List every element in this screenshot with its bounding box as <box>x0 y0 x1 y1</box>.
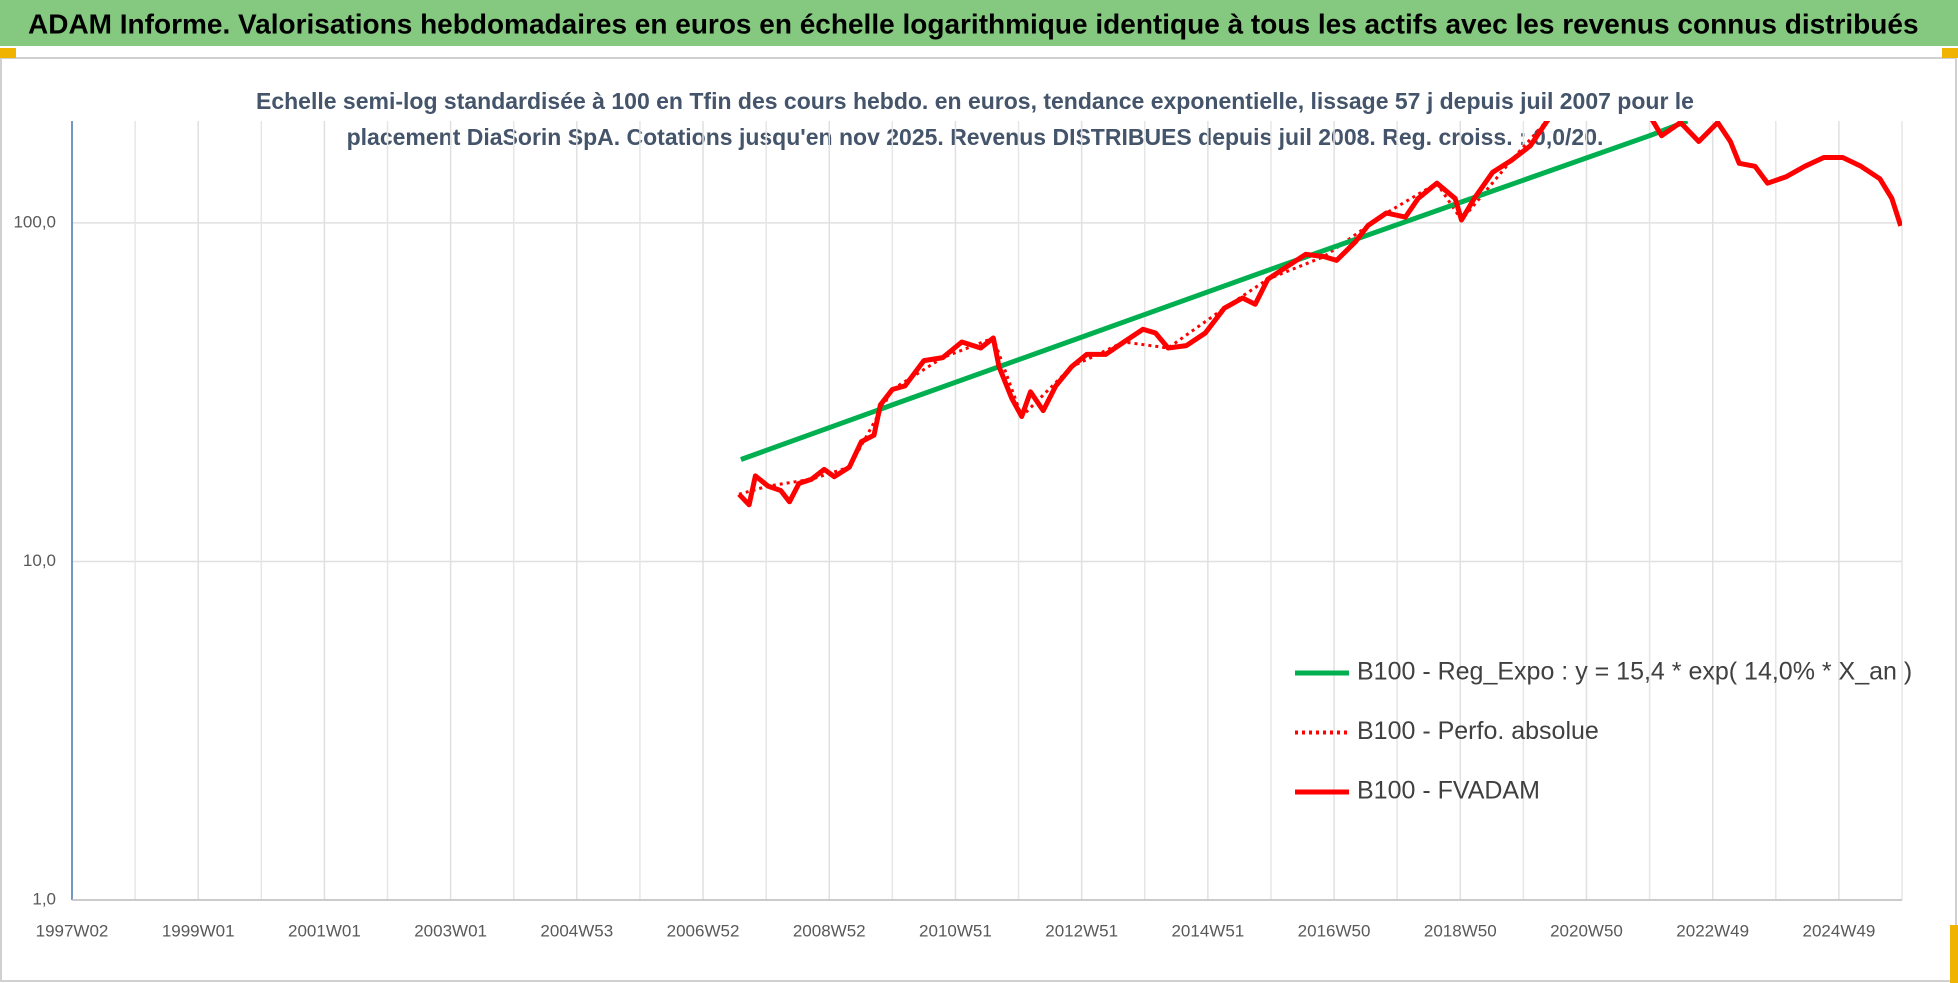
x-tick-label: 2024W49 <box>1803 921 1876 940</box>
x-tick-label: 2003W01 <box>414 921 487 940</box>
y-tick-label: 1,0 <box>32 889 56 908</box>
grid <box>71 121 1903 901</box>
x-tick-label: 2006W52 <box>667 921 740 940</box>
legend-label: B100 - Reg_Expo : y = 15,4 * exp( 14,0% … <box>1357 658 1912 686</box>
x-tick-label: 1999W01 <box>162 921 235 940</box>
x-tick-label: 1997W02 <box>36 921 109 940</box>
legend-label: B100 - Perfo. absolue <box>1357 717 1599 745</box>
legend-label: B100 - FVADAM <box>1357 777 1540 805</box>
chart-subtitle: placement DiaSorin SpA. Cotations jusqu'… <box>347 124 1604 150</box>
chart-frame <box>0 57 1957 982</box>
chart-title: ADAM Informe. Valorisations hebdomadaire… <box>28 8 1919 39</box>
title-bar <box>0 0 1958 46</box>
plot-area <box>737 121 1902 508</box>
x-tick-label: 2020W50 <box>1550 921 1623 940</box>
x-tick-label: 2008W52 <box>793 921 866 940</box>
corner-handle <box>1942 48 1958 58</box>
x-tick-label: 2016W50 <box>1298 921 1371 940</box>
corner-handle <box>1950 925 1958 983</box>
axes: 1,0 10,0 100,0 1997W02 1999W01 2001W01 2003W01… <box>13 121 1902 940</box>
x-tick-label: 2014W51 <box>1171 921 1244 940</box>
y-tick-label: 100,0 <box>13 212 56 231</box>
series-line <box>740 121 1689 462</box>
x-tick-label: 2010W51 <box>919 921 992 940</box>
x-tick-label: 2012W51 <box>1045 921 1118 940</box>
corner-handle <box>0 48 16 58</box>
series-line <box>737 121 1902 508</box>
x-tick-label: 2022W49 <box>1676 921 1749 940</box>
chart-subtitle: Echelle semi-log standardisée à 100 en T… <box>256 88 1694 114</box>
y-tick-label: 10,0 <box>23 551 56 570</box>
x-tick-label: 2004W53 <box>540 921 613 940</box>
legend: B100 - Reg_Expo : y = 15,4 * exp( 14,0% … <box>1295 658 1912 805</box>
x-tick-label: 2001W01 <box>288 921 361 940</box>
x-tick-label: 2018W50 <box>1424 921 1497 940</box>
